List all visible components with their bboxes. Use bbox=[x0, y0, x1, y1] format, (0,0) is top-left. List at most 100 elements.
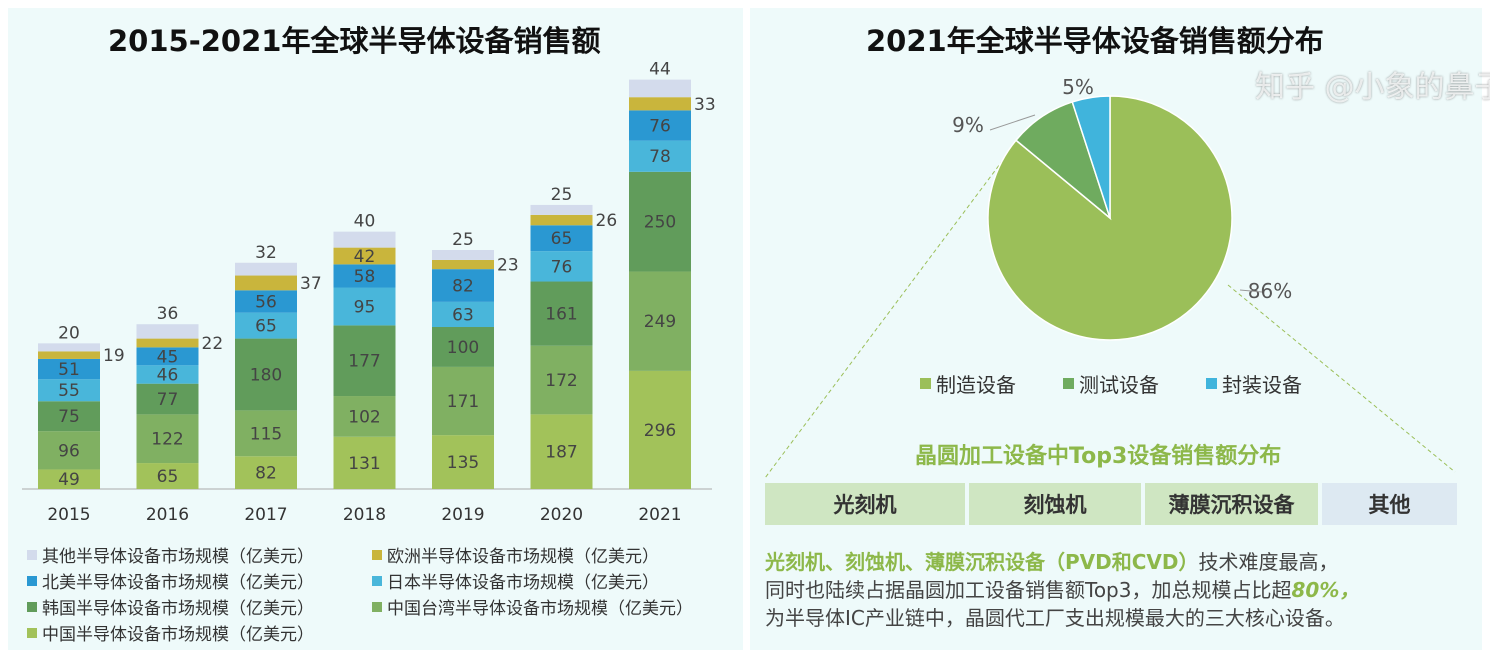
x-tick-label: 2020 bbox=[540, 505, 583, 525]
bar-segment bbox=[432, 327, 494, 367]
desc-percent: 80%， bbox=[1291, 578, 1360, 602]
legend-swatch bbox=[372, 549, 382, 560]
bar-segment bbox=[333, 231, 396, 248]
desc-text-2: 同时也陆续占据晶圆加工设备销售额Top3，加总规模占比超 bbox=[765, 578, 1292, 602]
x-tick-label: 2019 bbox=[441, 505, 484, 525]
data-label: 56 bbox=[255, 292, 277, 312]
legend-label: 中国台湾半导体设备市场规模（亿美元） bbox=[387, 599, 693, 619]
data-label: 177 bbox=[348, 352, 380, 372]
data-label: 49 bbox=[58, 470, 80, 490]
bar-segment bbox=[136, 324, 199, 339]
slice-label: 5% bbox=[1062, 75, 1094, 99]
data-label: 25 bbox=[452, 230, 474, 250]
legend-swatch bbox=[27, 627, 37, 638]
bar-segment bbox=[530, 251, 593, 282]
bar-segment bbox=[333, 264, 396, 288]
data-label: 76 bbox=[551, 257, 573, 277]
bar-segment bbox=[432, 249, 494, 260]
bar-segment bbox=[235, 312, 297, 339]
bar-segment bbox=[629, 79, 691, 98]
pie-legend-item: 封装设备 bbox=[1206, 369, 1302, 398]
cell-lithography: 光刻机 bbox=[765, 483, 965, 525]
bar-segment bbox=[235, 262, 297, 276]
data-label: 102 bbox=[348, 407, 380, 427]
legend-swatch bbox=[920, 378, 931, 389]
data-label: 58 bbox=[354, 267, 376, 287]
data-label: 46 bbox=[157, 365, 179, 385]
bar-segment bbox=[530, 345, 593, 415]
bar-segment bbox=[136, 365, 199, 384]
legend-swatch bbox=[27, 601, 37, 612]
legend-label: 欧洲半导体设备市场规模（亿美元） bbox=[387, 547, 659, 567]
bar-segment bbox=[432, 269, 494, 302]
bar-segment bbox=[38, 379, 100, 402]
bar-segment bbox=[333, 247, 396, 265]
legend-label: 测试设备 bbox=[1079, 373, 1159, 397]
legend-item: 韩国半导体设备市场规模（亿美元） bbox=[27, 594, 314, 619]
bar-segment bbox=[38, 358, 100, 380]
bar-segment bbox=[629, 370, 691, 489]
cell-deposition: 薄膜沉积设备 bbox=[1145, 483, 1318, 525]
bar-segment bbox=[530, 214, 593, 226]
legend-label: 韩国半导体设备市场规模（亿美元） bbox=[42, 599, 314, 619]
legend-item: 中国台湾半导体设备市场规模（亿美元） bbox=[372, 594, 693, 619]
x-tick-label: 2017 bbox=[244, 505, 287, 525]
bar-segment bbox=[333, 287, 396, 326]
legend-label: 中国半导体设备市场规模（亿美元） bbox=[42, 625, 314, 645]
desc-text-3: 为半导体IC产业链中，晶圆代工厂支出规模最大的三大核心设备。 bbox=[765, 606, 1345, 630]
connector-line bbox=[1227, 284, 1456, 473]
pie-legend-item: 制造设备 bbox=[920, 369, 1016, 398]
data-label: 45 bbox=[157, 347, 179, 367]
data-label: 20 bbox=[58, 323, 80, 343]
data-label: 37 bbox=[300, 274, 322, 294]
legend-swatch bbox=[1063, 378, 1074, 389]
bar-segment bbox=[333, 396, 396, 437]
data-label: 26 bbox=[596, 211, 618, 231]
data-label: 51 bbox=[58, 360, 80, 380]
legend-label: 其他半导体设备市场规模（亿美元） bbox=[42, 547, 314, 567]
data-label: 36 bbox=[157, 304, 179, 324]
data-label: 19 bbox=[103, 346, 125, 366]
data-label: 22 bbox=[202, 334, 224, 354]
bar-segment bbox=[629, 97, 691, 111]
bar-segment bbox=[333, 325, 396, 397]
data-label: 249 bbox=[644, 312, 676, 332]
bar-segment bbox=[235, 275, 297, 291]
bar-segment bbox=[629, 110, 691, 141]
connector-line bbox=[764, 159, 1004, 479]
data-label: 77 bbox=[157, 390, 179, 410]
bar-segment bbox=[38, 431, 100, 470]
bar-segment bbox=[136, 463, 199, 489]
data-label: 32 bbox=[255, 243, 277, 263]
data-label: 122 bbox=[151, 430, 183, 450]
data-label: 55 bbox=[58, 381, 80, 401]
cell-other: 其他 bbox=[1322, 483, 1457, 525]
bar-segment bbox=[38, 351, 100, 359]
data-label: 187 bbox=[545, 443, 577, 463]
data-label: 23 bbox=[497, 256, 519, 276]
data-label: 65 bbox=[157, 467, 179, 487]
desc-highlight: 光刻机、刻蚀机、薄膜沉积设备（PVD和CVD） bbox=[765, 550, 1199, 574]
data-label: 100 bbox=[447, 338, 479, 358]
data-label: 95 bbox=[354, 297, 376, 317]
data-label: 76 bbox=[649, 117, 671, 137]
bar-segment bbox=[235, 456, 297, 489]
data-label: 82 bbox=[255, 464, 277, 484]
legend-item: 其他半导体设备市场规模（亿美元） bbox=[27, 542, 314, 567]
legend-item: 中国半导体设备市场规模（亿美元） bbox=[27, 620, 314, 645]
data-label: 296 bbox=[644, 421, 676, 441]
pie-chart-title: 2021年全球半导体设备销售额分布 bbox=[866, 24, 1324, 58]
bar-segment bbox=[530, 414, 593, 489]
bar-segment bbox=[235, 338, 297, 411]
bar-segment bbox=[629, 171, 691, 272]
data-label: 161 bbox=[545, 305, 577, 325]
cell-etching: 刻蚀机 bbox=[969, 483, 1141, 525]
bar-segment bbox=[530, 225, 593, 252]
legend-item: 日本半导体设备市场规模（亿美元） bbox=[372, 568, 659, 593]
data-label: 171 bbox=[447, 392, 479, 412]
bar-segment bbox=[38, 401, 100, 432]
bar-segment bbox=[530, 204, 593, 215]
data-label: 78 bbox=[649, 147, 671, 167]
